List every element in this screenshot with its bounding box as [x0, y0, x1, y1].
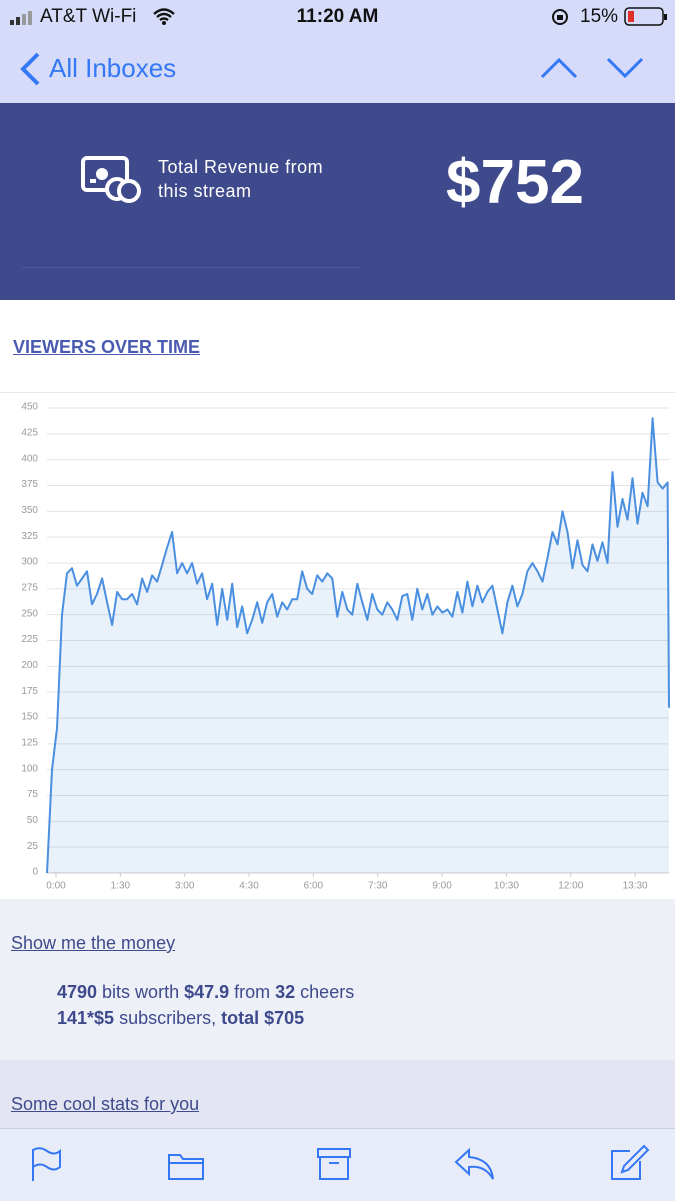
up-button[interactable] [540, 56, 578, 80]
y-tick-label: 325 [21, 531, 38, 542]
y-tick-label: 375 [21, 479, 38, 490]
down-button[interactable] [606, 56, 644, 80]
y-tick-label: 175 [21, 686, 38, 697]
x-tick-label: 3:00 [175, 881, 195, 892]
archive-button[interactable] [316, 1147, 352, 1181]
y-tick-label: 400 [21, 453, 38, 464]
money-text: subscribers, [114, 1008, 222, 1028]
money-text: bits worth [97, 982, 185, 1002]
back-button[interactable]: All Inboxes [49, 53, 177, 83]
x-tick-label: 9:00 [432, 881, 452, 892]
x-tick-label: 10:30 [494, 881, 519, 892]
money-line: 141*$5 subscribers, total $705 [57, 1005, 354, 1031]
money-text: from [229, 982, 276, 1002]
money-text: 32 [275, 982, 296, 1002]
line [46, 417, 670, 874]
revenue-label-line: this stream [158, 181, 252, 201]
y-tick-label: 275 [21, 582, 38, 593]
revenue-banner: Total Revenue from this stream $752 [0, 103, 675, 300]
folder-button[interactable] [167, 1149, 205, 1181]
y-tick-label: 350 [21, 505, 38, 516]
money-text: cheers [295, 982, 355, 1002]
y-tick-label: 425 [21, 427, 38, 438]
y-tick-label: 250 [21, 608, 38, 619]
y-tick-label: 125 [21, 737, 38, 748]
money-section: Show me the money 4790 bits worth $47.9 … [0, 899, 675, 1060]
chart-section: 0 25 50 75 100 125 150 175 200 225 250 275 300 325 350… [0, 392, 675, 900]
toolbar [0, 1128, 675, 1201]
x-tick-label: 1:30 [111, 881, 131, 892]
y-tick-label: 75 [27, 789, 39, 800]
revenue-label: Total Revenue from this stream [158, 155, 323, 203]
lock-icon [552, 9, 568, 25]
y-tick-label: 200 [21, 660, 38, 671]
revenue-icon [81, 156, 141, 203]
header: AT&T Wi-Fi 11:20 AM 15% All Inboxes [0, 0, 675, 103]
money-heading[interactable]: Show me the money [11, 933, 176, 953]
battery-percent: 15% [580, 6, 619, 27]
flag-button[interactable] [30, 1147, 64, 1183]
y-tick-label: 0 [32, 867, 38, 878]
revenue-amount: $752 [446, 148, 584, 217]
x-tick-label: 12:00 [558, 881, 583, 892]
reply-button[interactable] [453, 1147, 497, 1181]
revenue-label-line: Total Revenue from [158, 157, 324, 177]
money-text: $47.9 [184, 982, 230, 1002]
money-text: 141*$5 [57, 1008, 115, 1028]
wifi-icon [153, 8, 175, 25]
divider [22, 267, 360, 268]
back-chevron[interactable] [18, 52, 42, 86]
signal-icon [10, 11, 32, 25]
clock: 11:20 AM [296, 6, 379, 27]
y-tick-label: 225 [21, 634, 38, 645]
money-text: 4790 [57, 982, 98, 1002]
compose-button[interactable] [608, 1143, 650, 1183]
x-tick-label: 7:30 [368, 881, 388, 892]
stats-heading[interactable]: Some cool stats for you [11, 1094, 200, 1114]
x-tick-label: 4:30 [239, 881, 259, 892]
battery-icon [624, 7, 667, 26]
y-tick-label: 25 [27, 841, 39, 852]
x-tick-label: 6:00 [304, 881, 324, 892]
carrier: AT&T Wi-Fi [40, 6, 137, 27]
y-tick-label: 450 [21, 402, 38, 413]
stats-section: Some cool stats for you [0, 1060, 675, 1128]
x-tick-label: 13:30 [623, 881, 648, 892]
viewers-heading[interactable]: VIEWERS OVER TIME [13, 337, 201, 357]
y-tick-label: 150 [21, 712, 38, 723]
money-lines: 4790 bits worth $47.9 from 32 cheers 141*… [57, 979, 354, 1031]
x-tick-label: 0:00 [46, 881, 66, 892]
y-tick-label: 300 [21, 557, 38, 568]
money-line: 4790 bits worth $47.9 from 32 cheers [57, 979, 354, 1005]
y-tick-label: 50 [27, 815, 39, 826]
money-text: total $705 [221, 1008, 305, 1028]
area [47, 418, 669, 873]
y-tick-label: 100 [21, 763, 38, 774]
chart: 0 25 50 75 100 125 150 175 200 225 250 275 300 325 350… [21, 402, 670, 892]
